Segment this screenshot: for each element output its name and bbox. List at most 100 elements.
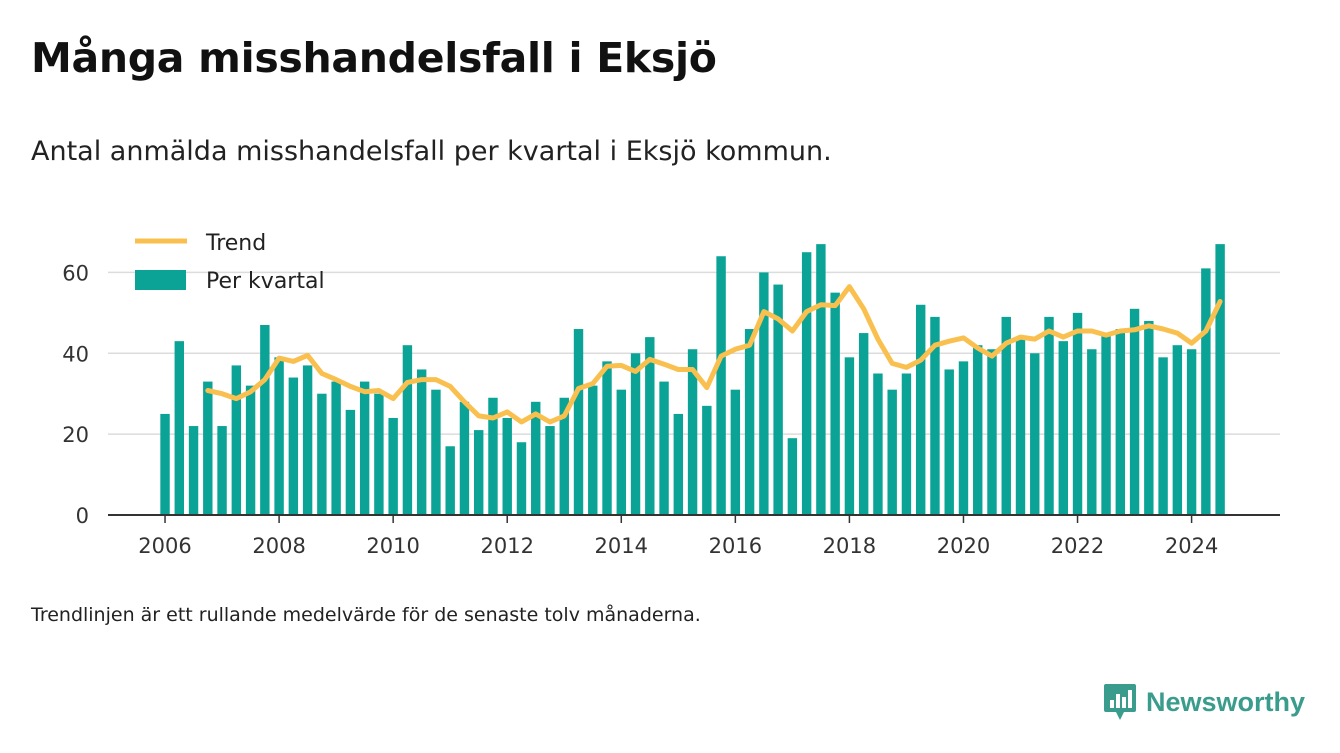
x-tick-label: 2006 bbox=[138, 534, 191, 558]
bar bbox=[1158, 357, 1168, 515]
bar bbox=[659, 381, 669, 515]
bar bbox=[231, 365, 242, 515]
bar bbox=[730, 389, 741, 515]
bar bbox=[188, 426, 199, 515]
bar bbox=[1015, 337, 1026, 515]
newsworthy-logo: Newsworthy bbox=[1103, 681, 1305, 723]
x-axis-ticks: 2006 2008 2010 2012 2014 2016 2018 2020 2022 2024 bbox=[138, 515, 1218, 558]
bar bbox=[1144, 320, 1154, 515]
bar bbox=[844, 357, 855, 515]
bar bbox=[274, 357, 284, 515]
bar bbox=[545, 426, 555, 515]
bar bbox=[1115, 329, 1126, 515]
bar bbox=[858, 333, 869, 515]
bar bbox=[616, 389, 626, 515]
bar bbox=[488, 397, 498, 515]
chart-legend: Trend Per kvartal bbox=[135, 231, 325, 294]
bar bbox=[973, 345, 983, 515]
bar bbox=[245, 385, 256, 515]
bar bbox=[474, 430, 484, 515]
bar bbox=[944, 369, 954, 515]
x-tick-label: 2024 bbox=[1165, 534, 1218, 558]
bar bbox=[1001, 316, 1011, 515]
bar bbox=[630, 353, 641, 515]
bar bbox=[588, 385, 598, 515]
bar bbox=[1186, 349, 1197, 515]
x-tick-label: 2018 bbox=[823, 534, 876, 558]
bar bbox=[673, 413, 684, 515]
bar-series bbox=[160, 244, 1225, 515]
bar bbox=[203, 381, 213, 515]
bar bbox=[388, 417, 398, 515]
x-tick-label: 2016 bbox=[709, 534, 762, 558]
bar bbox=[1058, 341, 1068, 515]
bar bbox=[787, 438, 798, 515]
bar bbox=[759, 272, 769, 515]
bar bbox=[260, 324, 270, 515]
y-tick-label: 0 bbox=[76, 504, 89, 528]
bar bbox=[516, 442, 527, 515]
newsworthy-logo-icon bbox=[1104, 684, 1136, 720]
legend-label-trend: Trend bbox=[205, 231, 266, 256]
y-tick-label: 40 bbox=[62, 342, 89, 366]
legend-swatch-per-kvartal bbox=[135, 270, 186, 290]
brand-name: Newsworthy bbox=[1146, 686, 1306, 717]
bar bbox=[958, 361, 969, 515]
bar bbox=[987, 349, 997, 515]
chart-subtitle: Antal anmälda misshandelsfall per kvarta… bbox=[31, 136, 832, 167]
bar bbox=[1215, 244, 1225, 515]
bar bbox=[445, 446, 455, 515]
bar bbox=[645, 337, 655, 515]
bar bbox=[1072, 312, 1083, 515]
x-tick-label: 2022 bbox=[1051, 534, 1104, 558]
bar bbox=[887, 389, 897, 515]
bar bbox=[374, 393, 384, 515]
bar bbox=[816, 244, 826, 515]
footnote: Trendlinjen är ett rullande medelvärde f… bbox=[31, 604, 701, 626]
bar bbox=[716, 256, 726, 515]
bar bbox=[531, 401, 541, 515]
bar bbox=[402, 345, 413, 515]
x-tick-label: 2014 bbox=[595, 534, 648, 558]
bar bbox=[930, 316, 940, 515]
bar bbox=[873, 373, 883, 515]
bar bbox=[174, 341, 184, 515]
bar bbox=[288, 377, 299, 515]
bar bbox=[559, 397, 569, 515]
bar bbox=[901, 373, 912, 515]
bar bbox=[160, 413, 170, 515]
bar bbox=[1044, 316, 1054, 515]
x-tick-label: 2012 bbox=[480, 534, 533, 558]
bar bbox=[744, 329, 755, 515]
bar bbox=[830, 292, 840, 515]
bar bbox=[302, 365, 313, 515]
x-tick-label: 2010 bbox=[366, 534, 419, 558]
bar bbox=[1201, 268, 1211, 515]
bar bbox=[459, 401, 470, 515]
y-axis-ticks: 0 20 40 60 bbox=[62, 261, 89, 528]
bar bbox=[1030, 353, 1040, 515]
bar bbox=[602, 361, 612, 515]
bar bbox=[773, 284, 783, 515]
bar bbox=[416, 369, 427, 515]
bar bbox=[345, 409, 356, 515]
bar bbox=[573, 329, 584, 515]
bar bbox=[1129, 308, 1140, 515]
chart-title: Många misshandelsfall i Eksjö bbox=[31, 34, 717, 82]
legend-label-per-kvartal: Per kvartal bbox=[206, 269, 325, 294]
bar bbox=[687, 349, 698, 515]
bar bbox=[702, 405, 712, 515]
trend-line bbox=[205, 284, 1223, 425]
bar bbox=[801, 252, 812, 515]
bar bbox=[1087, 349, 1097, 515]
y-tick-label: 60 bbox=[62, 261, 89, 285]
bar bbox=[359, 381, 370, 515]
x-tick-label: 2008 bbox=[252, 534, 305, 558]
bar bbox=[915, 304, 926, 515]
bar bbox=[317, 393, 327, 515]
bar bbox=[217, 426, 227, 515]
bar bbox=[431, 389, 441, 515]
bar bbox=[502, 417, 512, 515]
y-tick-label: 20 bbox=[62, 423, 89, 447]
bar bbox=[1172, 345, 1183, 515]
